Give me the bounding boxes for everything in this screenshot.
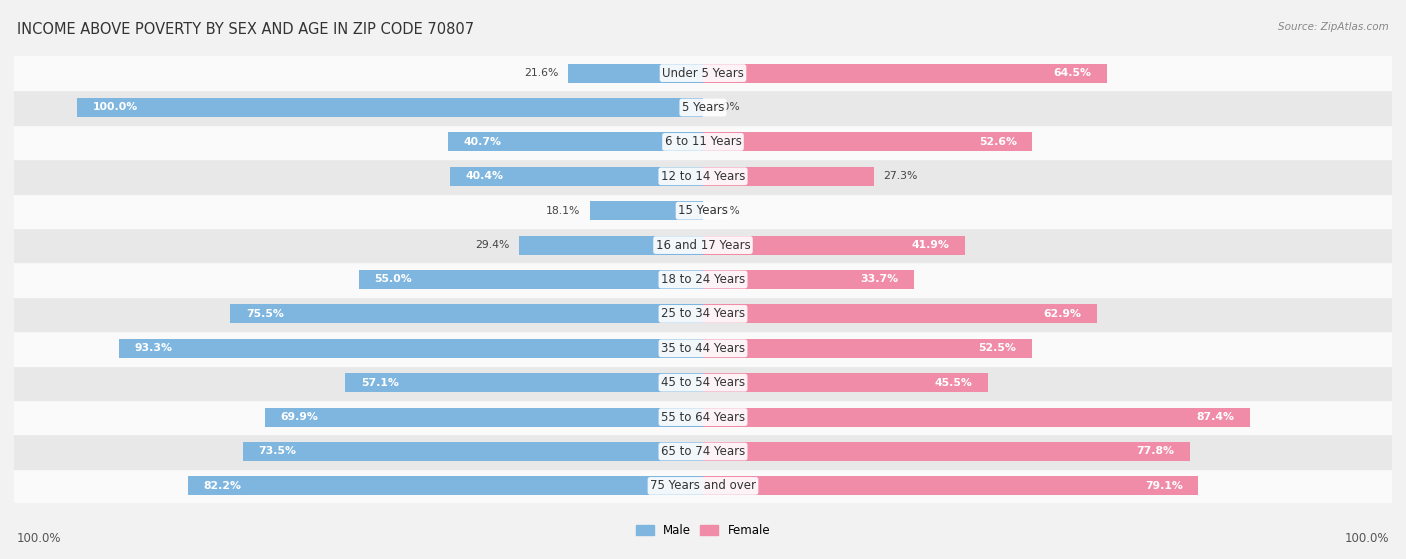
Text: 93.3%: 93.3% xyxy=(135,343,173,353)
Text: 16 and 17 Years: 16 and 17 Years xyxy=(655,239,751,252)
Text: 52.6%: 52.6% xyxy=(979,137,1017,147)
Text: Source: ZipAtlas.com: Source: ZipAtlas.com xyxy=(1278,22,1389,32)
Text: 75.5%: 75.5% xyxy=(246,309,284,319)
Text: 40.4%: 40.4% xyxy=(465,171,503,181)
Text: 69.9%: 69.9% xyxy=(281,412,319,422)
Bar xyxy=(231,305,703,323)
Bar xyxy=(703,305,1097,323)
Bar xyxy=(14,331,1392,366)
Text: 82.2%: 82.2% xyxy=(204,481,242,491)
Text: 62.9%: 62.9% xyxy=(1043,309,1081,319)
Text: 18 to 24 Years: 18 to 24 Years xyxy=(661,273,745,286)
Bar xyxy=(450,167,703,186)
Text: 45 to 54 Years: 45 to 54 Years xyxy=(661,376,745,389)
Bar xyxy=(568,64,703,83)
Text: 100.0%: 100.0% xyxy=(1344,532,1389,545)
Bar xyxy=(449,132,703,151)
Bar xyxy=(14,434,1392,468)
Text: 64.5%: 64.5% xyxy=(1053,68,1091,78)
Bar xyxy=(14,297,1392,331)
Bar xyxy=(14,262,1392,297)
Bar xyxy=(14,228,1392,262)
Text: 21.6%: 21.6% xyxy=(524,68,558,78)
Text: 100.0%: 100.0% xyxy=(93,102,138,112)
Text: 5 Years: 5 Years xyxy=(682,101,724,114)
Bar xyxy=(14,468,1392,503)
Text: 73.5%: 73.5% xyxy=(259,447,297,457)
Text: 57.1%: 57.1% xyxy=(361,378,399,388)
Text: 79.1%: 79.1% xyxy=(1144,481,1182,491)
Text: 55 to 64 Years: 55 to 64 Years xyxy=(661,411,745,424)
Bar xyxy=(14,125,1392,159)
Legend: Male, Female: Male, Female xyxy=(631,519,775,542)
Text: 12 to 14 Years: 12 to 14 Years xyxy=(661,170,745,183)
Bar xyxy=(118,339,703,358)
Text: INCOME ABOVE POVERTY BY SEX AND AGE IN ZIP CODE 70807: INCOME ABOVE POVERTY BY SEX AND AGE IN Z… xyxy=(17,22,474,37)
Text: 100.0%: 100.0% xyxy=(17,532,62,545)
Text: 45.5%: 45.5% xyxy=(935,378,973,388)
Text: 29.4%: 29.4% xyxy=(475,240,509,250)
Bar xyxy=(703,270,914,289)
Bar xyxy=(77,98,703,117)
Bar xyxy=(703,64,1107,83)
Bar xyxy=(703,167,875,186)
Bar xyxy=(188,476,703,495)
Text: 15 Years: 15 Years xyxy=(678,204,728,217)
Bar xyxy=(14,400,1392,434)
Text: 0.0%: 0.0% xyxy=(713,102,740,112)
Bar xyxy=(703,339,1032,358)
Text: 55.0%: 55.0% xyxy=(374,274,412,285)
Bar xyxy=(14,159,1392,193)
Bar xyxy=(14,193,1392,228)
Bar xyxy=(266,408,703,427)
Text: 0.0%: 0.0% xyxy=(713,206,740,216)
Bar xyxy=(703,373,988,392)
Bar xyxy=(519,236,703,254)
Bar xyxy=(703,442,1191,461)
Text: 75 Years and over: 75 Years and over xyxy=(650,480,756,492)
Text: 6 to 11 Years: 6 to 11 Years xyxy=(665,135,741,148)
Text: 40.7%: 40.7% xyxy=(464,137,502,147)
Text: Under 5 Years: Under 5 Years xyxy=(662,67,744,79)
Text: 25 to 34 Years: 25 to 34 Years xyxy=(661,307,745,320)
Text: 33.7%: 33.7% xyxy=(860,274,898,285)
Text: 52.5%: 52.5% xyxy=(979,343,1017,353)
Text: 18.1%: 18.1% xyxy=(546,206,581,216)
Bar xyxy=(589,201,703,220)
Text: 41.9%: 41.9% xyxy=(912,240,950,250)
Bar xyxy=(14,56,1392,91)
Bar xyxy=(703,476,1198,495)
Bar xyxy=(703,236,966,254)
Bar xyxy=(703,132,1032,151)
Bar xyxy=(243,442,703,461)
Bar xyxy=(346,373,703,392)
Text: 87.4%: 87.4% xyxy=(1197,412,1234,422)
Text: 27.3%: 27.3% xyxy=(883,171,918,181)
Bar xyxy=(14,366,1392,400)
Bar xyxy=(703,408,1250,427)
Bar xyxy=(359,270,703,289)
Text: 35 to 44 Years: 35 to 44 Years xyxy=(661,342,745,355)
Text: 77.8%: 77.8% xyxy=(1136,447,1174,457)
Bar xyxy=(14,91,1392,125)
Text: 65 to 74 Years: 65 to 74 Years xyxy=(661,445,745,458)
